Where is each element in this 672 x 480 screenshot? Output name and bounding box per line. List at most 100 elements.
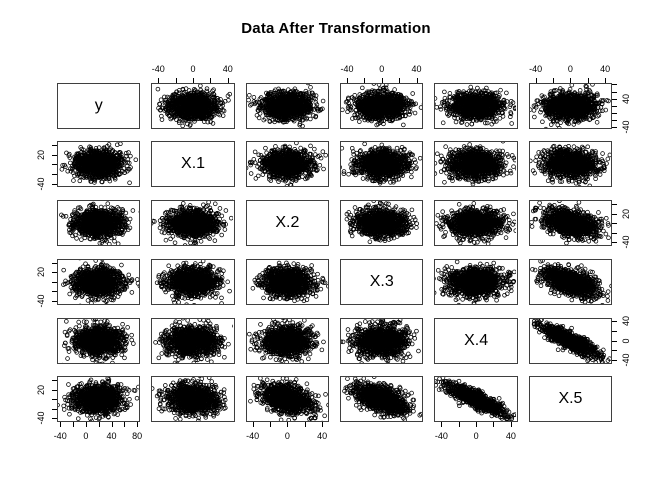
top-axis-tick xyxy=(553,77,555,83)
top-axis-tick-label: 0 xyxy=(190,63,196,74)
bottom-axis-tick xyxy=(493,422,495,428)
scatter-panel-x3-vs-x5 xyxy=(528,258,613,305)
right-axis-tick xyxy=(612,91,618,93)
bottom-axis-tick-label: -40 xyxy=(53,431,67,442)
scatter-canvas-x4-vs-x5 xyxy=(529,318,611,363)
right-axis-tick xyxy=(612,213,618,215)
scatter-canvas-x4-vs-x3 xyxy=(341,318,423,363)
scatter-canvas-x1-vs-x4 xyxy=(435,142,517,187)
bottom-axis-tick xyxy=(510,422,512,428)
right-axis-tick xyxy=(612,126,618,128)
right-axis-tick xyxy=(612,242,618,244)
right-axis-tick xyxy=(612,112,618,114)
scatter-canvas-x2-vs-x3 xyxy=(341,201,423,246)
top-axis-tick xyxy=(347,77,348,83)
scatter-canvas-x4-vs-x1 xyxy=(152,318,234,363)
left-axis-tick xyxy=(52,301,57,303)
diag-label-x4: X.4 xyxy=(464,331,489,349)
top-axis-tick-label: 0 xyxy=(567,63,573,74)
scatter-panel-x5-vs-y xyxy=(57,376,141,423)
bottom-axis-tick xyxy=(287,422,289,428)
scatter-canvas-y-vs-x1 xyxy=(152,83,234,128)
left-axis-tick xyxy=(52,418,57,420)
scatter-canvas-x2-vs-y xyxy=(58,201,139,246)
bottom-axis-tick xyxy=(270,422,272,428)
left-axis-tick-label: -40 xyxy=(36,294,46,308)
scatter-canvas-x1-vs-x5 xyxy=(529,142,611,187)
right-axis-tick xyxy=(612,98,618,100)
scatter-panel-x3-vs-x4 xyxy=(434,258,518,305)
scatter-panel-x1-vs-x3 xyxy=(340,141,424,188)
scatter-panel-x3-vs-x2 xyxy=(245,258,330,305)
scatter-panel-x3-vs-y xyxy=(57,258,141,305)
scatter-panel-x3-vs-x1 xyxy=(151,258,235,305)
top-axis-tick xyxy=(381,77,383,83)
bottom-axis-tick xyxy=(85,422,87,428)
bottom-axis-tick xyxy=(441,422,443,428)
top-axis-tick-label: 40 xyxy=(600,63,611,74)
top-axis-tick-label: 40 xyxy=(222,63,233,74)
scatter-canvas-x1-vs-x3 xyxy=(341,142,423,187)
bottom-axis-tick-label: 0 xyxy=(473,431,479,442)
left-axis-tick xyxy=(52,154,57,156)
top-axis-tick xyxy=(570,77,572,83)
bottom-axis-tick xyxy=(137,422,139,428)
diag-label-x5: X.5 xyxy=(558,390,583,408)
top-axis-tick xyxy=(587,77,589,83)
bottom-axis-tick xyxy=(304,422,306,428)
left-axis-tick xyxy=(52,262,57,264)
diag-label-y: y xyxy=(94,96,103,114)
left-axis-tick xyxy=(52,183,57,185)
top-axis-tick-label: -40 xyxy=(529,63,543,74)
scatter-panel-x2-vs-x5 xyxy=(528,200,613,247)
left-axis-tick xyxy=(52,291,57,293)
diag-panel-y: y xyxy=(57,82,141,129)
scatter-canvas-x4-vs-x2 xyxy=(246,318,328,363)
right-axis-tick xyxy=(612,340,618,342)
diag-panel-x3: X.3 xyxy=(340,258,424,305)
right-axis-tick xyxy=(612,105,618,107)
top-axis-tick-label: 0 xyxy=(379,63,385,74)
scatter-canvas-x3-vs-y xyxy=(58,259,139,304)
bottom-axis-tick xyxy=(124,422,126,428)
scatter-canvas-x5-vs-y xyxy=(58,377,139,422)
diag-label-x3: X.3 xyxy=(369,272,394,290)
scatter-canvas-x2-vs-x1 xyxy=(152,201,234,246)
top-axis-tick-label: 40 xyxy=(411,63,422,74)
top-axis-tick xyxy=(210,77,212,83)
scatter-panel-x4-vs-x5 xyxy=(528,317,613,364)
scatter-panel-x1-vs-x2 xyxy=(245,141,330,188)
top-axis-tick xyxy=(416,77,418,83)
top-axis-tick xyxy=(364,77,366,83)
left-axis-tick xyxy=(52,164,57,166)
left-axis-tick xyxy=(52,380,57,382)
diag-label-x1: X.1 xyxy=(181,155,206,173)
chart-title: Data After Transformation xyxy=(241,20,431,37)
scatter-panel-x2-vs-y xyxy=(57,200,141,247)
scatter-canvas-x5-vs-x1 xyxy=(152,377,234,422)
bottom-axis-tick-label: 80 xyxy=(132,431,143,442)
right-axis-tick xyxy=(612,119,618,121)
bottom-axis-tick xyxy=(111,422,113,428)
right-axis-tick-label: 20 xyxy=(621,208,632,219)
scatter-canvas-x3-vs-x1 xyxy=(152,259,234,304)
left-axis-tick xyxy=(52,399,57,401)
top-axis-tick xyxy=(193,77,195,83)
scatter-panel-y-vs-x1 xyxy=(151,82,235,129)
top-axis-tick-label: -40 xyxy=(151,63,165,74)
left-axis-tick-label: -40 xyxy=(36,411,46,425)
left-axis-tick xyxy=(52,408,57,410)
diag-panel-x2: X.2 xyxy=(245,200,330,247)
left-axis-tick-label: 20 xyxy=(36,149,46,160)
bottom-axis-tick-label: -40 xyxy=(246,431,260,442)
scatter-canvas-x3-vs-x5 xyxy=(529,259,611,304)
scatter-panel-y-vs-x3 xyxy=(340,82,424,129)
scatter-canvas-y-vs-x4 xyxy=(435,83,517,128)
scatter-panel-x4-vs-x2 xyxy=(245,317,330,364)
bottom-axis-tick-label: 40 xyxy=(317,431,328,442)
scatter-panel-x5-vs-x4 xyxy=(434,376,518,423)
scatter-canvas-x1-vs-x2 xyxy=(246,142,328,187)
scatter-canvas-y-vs-x5 xyxy=(529,83,611,128)
top-axis-tick xyxy=(158,77,160,83)
scatter-canvas-x3-vs-x4 xyxy=(435,259,517,304)
